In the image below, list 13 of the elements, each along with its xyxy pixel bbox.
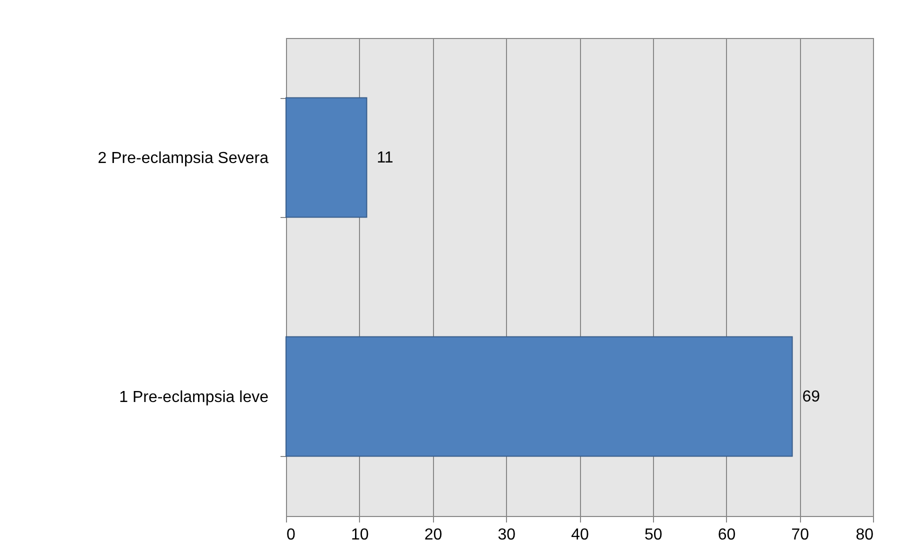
x-tick-label: 10 [350, 526, 369, 544]
x-tick-label: 40 [571, 526, 589, 544]
x-tick-label: 30 [498, 526, 516, 544]
y-tick-label: 2 Pre-eclampsia Severa [98, 150, 269, 167]
x-tick-label: 0 [286, 526, 296, 544]
x-tick-label: 60 [718, 526, 736, 544]
x-tick-label: 80 [856, 526, 874, 544]
data-label: 11 [376, 150, 394, 166]
data-label: 69 [802, 388, 820, 406]
y-tick-label: 1 Pre-eclampsia leve [119, 389, 269, 406]
x-tick-label: 70 [791, 526, 810, 544]
x-tick-label: 20 [424, 526, 442, 544]
x-tick-label: 50 [644, 526, 662, 544]
